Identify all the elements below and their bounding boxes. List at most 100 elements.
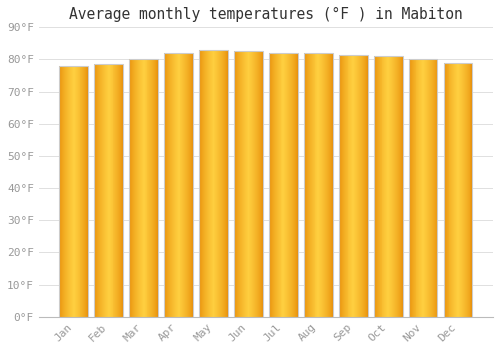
Bar	[142, 60, 144, 317]
Bar	[240, 51, 241, 317]
Bar	[360, 55, 361, 317]
Bar	[294, 53, 295, 317]
Bar	[296, 53, 297, 317]
Bar	[114, 64, 116, 317]
Bar	[207, 50, 208, 317]
Bar	[168, 53, 169, 317]
Bar	[104, 64, 105, 317]
Bar	[470, 63, 472, 317]
Bar	[110, 64, 112, 317]
Bar	[141, 60, 142, 317]
Bar	[424, 60, 425, 317]
Bar	[468, 63, 469, 317]
Bar	[454, 63, 455, 317]
Bar	[352, 55, 354, 317]
Bar	[235, 51, 236, 317]
Bar	[314, 53, 316, 317]
Bar	[339, 55, 340, 317]
Bar	[463, 63, 464, 317]
Bar	[341, 55, 342, 317]
Bar	[78, 66, 80, 317]
Bar	[444, 63, 472, 317]
Bar	[106, 64, 107, 317]
Bar	[287, 53, 288, 317]
Bar	[152, 60, 153, 317]
Bar	[366, 55, 368, 317]
Bar	[304, 53, 305, 317]
Bar	[208, 50, 209, 317]
Bar	[223, 50, 224, 317]
Bar	[295, 53, 296, 317]
Bar	[284, 53, 286, 317]
Bar	[154, 60, 155, 317]
Bar	[306, 53, 307, 317]
Bar	[278, 53, 280, 317]
Bar	[357, 55, 358, 317]
Bar	[220, 50, 221, 317]
Bar	[388, 56, 389, 317]
Bar	[238, 51, 239, 317]
Bar	[396, 56, 397, 317]
Bar	[242, 51, 244, 317]
Bar	[170, 53, 171, 317]
Bar	[202, 50, 203, 317]
Bar	[80, 66, 82, 317]
Bar	[276, 53, 278, 317]
Bar	[131, 60, 132, 317]
Bar	[146, 60, 148, 317]
Bar	[192, 53, 193, 317]
Bar	[257, 51, 258, 317]
Bar	[96, 64, 98, 317]
Bar	[425, 60, 426, 317]
Bar	[234, 51, 235, 317]
Bar	[297, 53, 298, 317]
Bar	[254, 51, 255, 317]
Bar	[272, 53, 273, 317]
Bar	[327, 53, 328, 317]
Bar	[205, 50, 206, 317]
Bar	[291, 53, 292, 317]
Bar	[320, 53, 321, 317]
Bar	[164, 53, 165, 317]
Bar	[436, 60, 438, 317]
Bar	[137, 60, 138, 317]
Bar	[210, 50, 212, 317]
Bar	[432, 60, 434, 317]
Bar	[430, 60, 431, 317]
Bar	[167, 53, 168, 317]
Bar	[271, 53, 272, 317]
Bar	[122, 64, 123, 317]
Bar	[376, 56, 377, 317]
Bar	[101, 64, 102, 317]
Bar	[84, 66, 85, 317]
Bar	[98, 64, 99, 317]
Bar	[363, 55, 364, 317]
Bar	[100, 64, 101, 317]
Bar	[200, 50, 201, 317]
Bar	[212, 50, 214, 317]
Bar	[304, 53, 332, 317]
Bar	[456, 63, 457, 317]
Bar	[138, 60, 139, 317]
Bar	[386, 56, 388, 317]
Bar	[261, 51, 262, 317]
Bar	[153, 60, 154, 317]
Bar	[307, 53, 308, 317]
Bar	[67, 66, 68, 317]
Bar	[121, 64, 122, 317]
Bar	[398, 56, 400, 317]
Bar	[176, 53, 178, 317]
Bar	[418, 60, 420, 317]
Bar	[102, 64, 103, 317]
Bar	[175, 53, 176, 317]
Bar	[60, 66, 62, 317]
Bar	[356, 55, 357, 317]
Bar	[103, 64, 104, 317]
Bar	[250, 51, 252, 317]
Bar	[236, 51, 237, 317]
Bar	[459, 63, 460, 317]
Bar	[189, 53, 190, 317]
Bar	[120, 64, 121, 317]
Bar	[326, 53, 327, 317]
Bar	[461, 63, 462, 317]
